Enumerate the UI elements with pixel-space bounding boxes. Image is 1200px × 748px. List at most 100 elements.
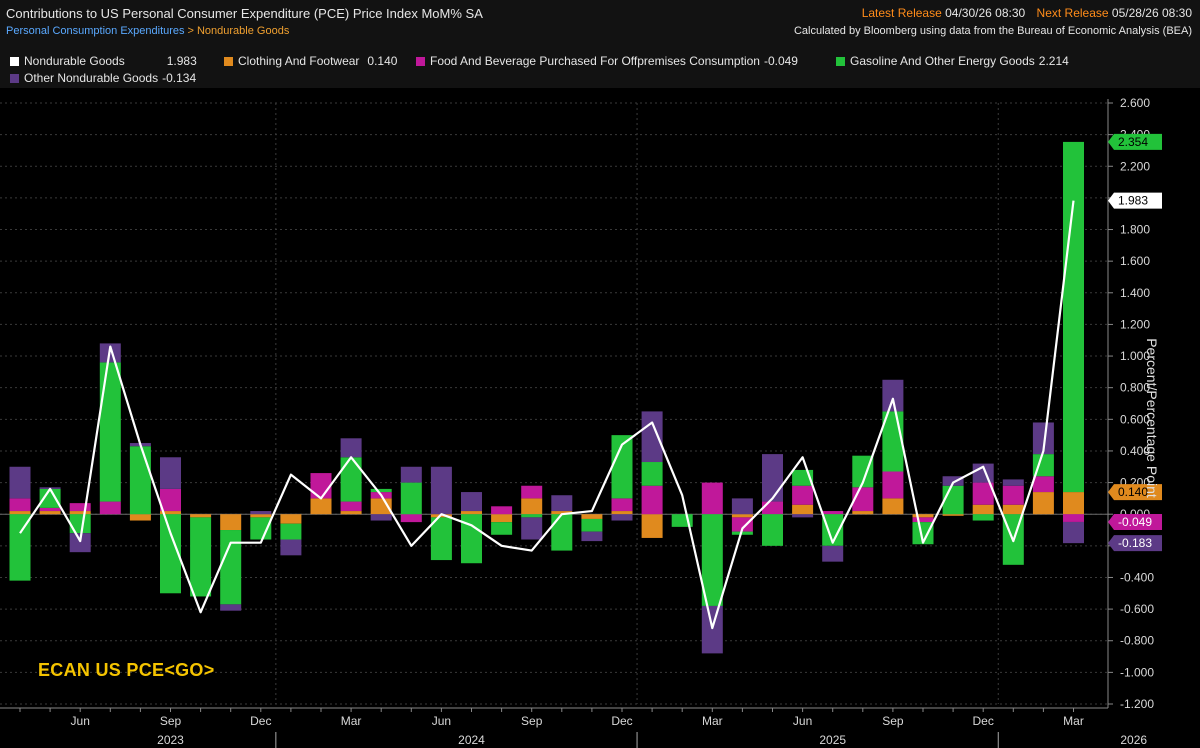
bar-segment <box>430 466 452 515</box>
bar-segment <box>1002 504 1024 515</box>
legend-label: Other Nondurable Goods <box>24 71 159 85</box>
chart-header: Contributions to US Personal Consumer Ex… <box>0 0 1200 88</box>
bar-segment <box>190 517 212 597</box>
legend-label: Food And Beverage Purchased For Offpremi… <box>430 54 760 68</box>
x-year-label: 2025 <box>819 733 846 747</box>
y-tick-label: 1.600 <box>1120 254 1150 268</box>
legend-item-other-nondurable[interactable]: Other Nondurable Goods -0.134 <box>10 71 196 85</box>
y-tick-label: -0.600 <box>1120 602 1154 616</box>
bar-segment <box>611 511 633 515</box>
bar-segment <box>400 514 422 523</box>
legend-value: -0.049 <box>763 54 798 68</box>
value-marker: -0.049 <box>1108 513 1162 530</box>
x-tick-label: Sep <box>882 714 904 728</box>
y-tick-label: 2.200 <box>1120 159 1150 173</box>
bar-segment <box>1032 422 1054 455</box>
bar-segment <box>701 514 723 606</box>
y-tick-label: 2.600 <box>1120 96 1150 110</box>
legend-value: 2.214 <box>1038 54 1069 68</box>
bar-segment <box>641 485 663 515</box>
breadcrumb-parent-link[interactable]: Personal Consumption Expenditures <box>6 25 185 37</box>
bar-segment <box>491 522 513 535</box>
breadcrumb-current: Nondurable Goods <box>196 25 290 37</box>
chart-plot: 2.6002.4002.2002.0001.8001.6001.4001.200… <box>0 96 1162 748</box>
bar-segment <box>220 514 242 531</box>
x-tick-label: Dec <box>973 714 994 728</box>
breadcrumb: Personal Consumption Expenditures > Nondur… <box>6 25 289 37</box>
bar-segment <box>160 457 181 489</box>
bar-segment <box>340 438 362 458</box>
y-tick-label: 0.600 <box>1120 412 1150 426</box>
bar-segment <box>160 514 181 594</box>
bar-segment <box>762 454 783 502</box>
bar-segment <box>611 435 633 499</box>
bar-segment <box>190 514 212 518</box>
bar-segment <box>762 514 783 546</box>
bar-segment <box>581 518 603 532</box>
x-tick-label: Mar <box>1063 714 1084 728</box>
bar-segment <box>9 511 31 515</box>
value-marker-label: 0.140 <box>1118 485 1148 499</box>
bar-segment <box>220 530 242 605</box>
legend-item-nondurable-goods[interactable]: Nondurable Goods 1.983 <box>10 54 197 68</box>
bar-segment <box>551 495 573 512</box>
x-tick-label: Mar <box>341 714 362 728</box>
bar-segment <box>1032 492 1054 515</box>
y-tick-label: -1.000 <box>1120 665 1154 679</box>
bar-segment <box>39 488 61 508</box>
bar-segment <box>521 485 543 499</box>
bar-segment <box>792 485 814 505</box>
value-marker: 2.354 <box>1108 133 1162 150</box>
legend-item-food-beverage[interactable]: Food And Beverage Purchased For Offpremi… <box>416 54 798 68</box>
value-marker: -0.183 <box>1108 535 1162 552</box>
bar-segment <box>942 514 964 516</box>
bar-segment <box>370 488 392 493</box>
bar-segment <box>430 517 452 561</box>
bar-segment <box>340 457 362 502</box>
legend-label: Gasoline And Other Energy Goods <box>850 54 1035 68</box>
bar-segment <box>69 511 91 515</box>
bar-segment <box>912 514 934 518</box>
bar-segment <box>1002 485 1024 505</box>
bar-segment <box>972 482 994 505</box>
bar-segment <box>1002 479 1024 486</box>
legend-item-clothing-footwear[interactable]: Clothing And Footwear 0.140 <box>224 54 397 68</box>
bar-segment <box>39 511 61 515</box>
bar-segment <box>9 466 31 499</box>
bar-segment <box>942 485 964 515</box>
bar-segment <box>250 517 272 540</box>
bar-segment <box>792 514 814 518</box>
legend-item-gasoline-energy[interactable]: Gasoline And Other Energy Goods 2.214 <box>836 54 1069 68</box>
value-marker-label: 1.983 <box>1118 194 1148 208</box>
bar-segment <box>792 504 814 515</box>
x-tick-label: Jun <box>793 714 812 728</box>
bar-segment <box>581 514 603 519</box>
release-info: Latest Release 04/30/26 08:30 Next Relea… <box>862 6 1192 20</box>
bar-segment <box>69 533 91 553</box>
bar-segment <box>461 514 482 564</box>
bar-segment <box>641 514 663 538</box>
bar-segment <box>1032 476 1054 493</box>
x-tick-label: Dec <box>250 714 271 728</box>
bar-segment <box>129 514 151 521</box>
bar-segment <box>340 511 362 515</box>
bar-segment <box>129 446 151 515</box>
bar-segment <box>9 514 31 581</box>
bar-segment <box>160 488 181 512</box>
x-tick-label: Dec <box>611 714 632 728</box>
bar-segment <box>99 362 121 502</box>
bar-segment <box>1032 454 1054 477</box>
bar-segment <box>69 503 91 512</box>
legend-value: 1.983 <box>166 54 197 68</box>
bar-segment <box>611 498 633 512</box>
value-marker-label: -0.183 <box>1118 536 1152 550</box>
bar-segment <box>912 517 934 523</box>
bar-segment <box>912 522 934 545</box>
grid-lines <box>0 102 1108 705</box>
x-year-label: 2023 <box>157 733 184 747</box>
y-axis-label: Percent/Percentage Point <box>1144 338 1160 498</box>
bar-segment <box>551 511 573 515</box>
bar-segment <box>731 517 753 532</box>
value-marker: 0.140 <box>1108 484 1162 501</box>
series-line-nondurable-goods <box>19 200 1075 630</box>
